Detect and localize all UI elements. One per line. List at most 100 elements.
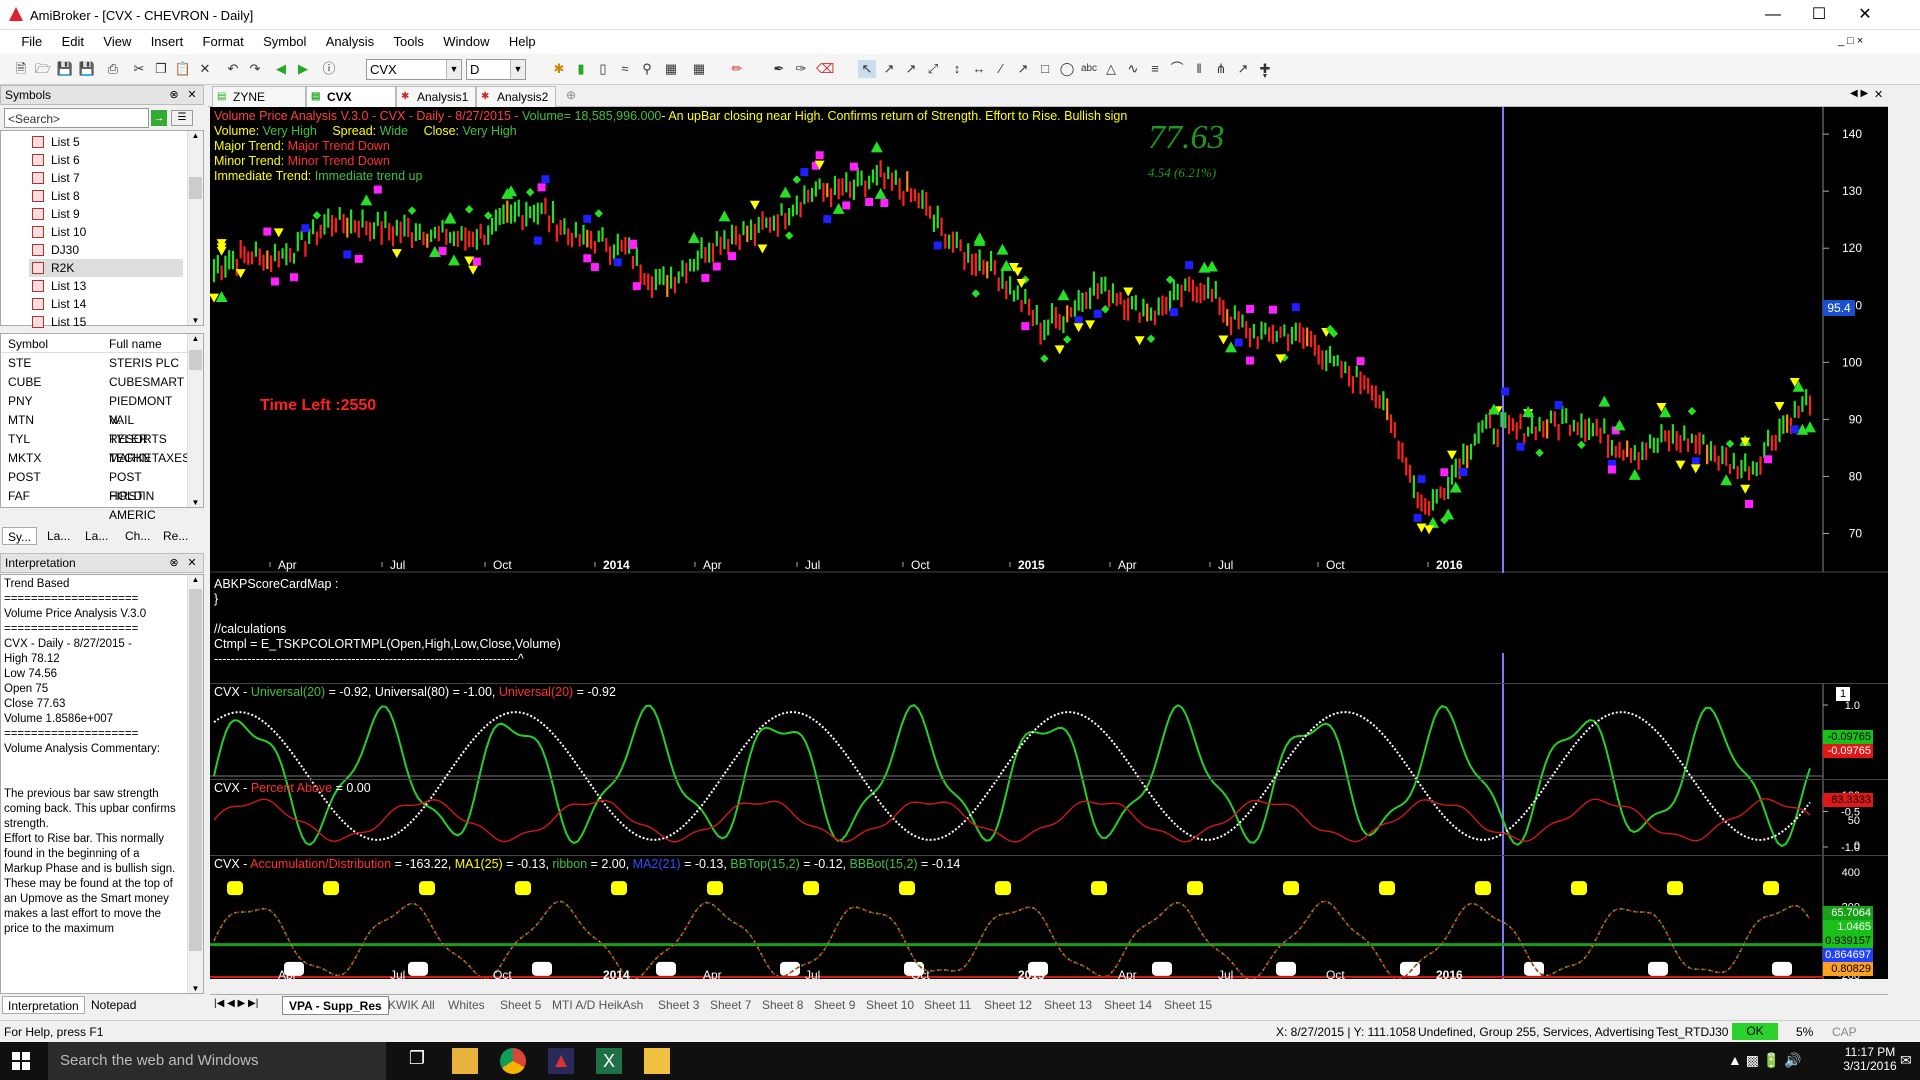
tab-results[interactable]: Re... [163,529,189,543]
sheet-tab[interactable]: Sheet 12 [984,998,1033,1012]
tab-zyne-daily[interactable]: ▤ZYNE (Daily) [212,86,306,124]
chart-workspace[interactable]: 140130120110100908070AprJulOct2014AprJul… [210,107,1888,979]
table-row[interactable]: POST POST HOLDIN [1,468,187,503]
close-panel-icon[interactable]: ✕ [187,557,197,569]
lists-scrollbar[interactable]: ▲ ▼ [187,131,203,325]
copy-icon[interactable]: ❐ [155,61,167,76]
arrow-icon[interactable]: ↗ [1017,61,1029,76]
parallel-channel-icon[interactable]: ∕ [999,61,1003,76]
menu-file[interactable]: File [21,34,43,49]
sheet-tab[interactable]: Sheet 9 [814,998,856,1012]
col-symbol[interactable]: Symbol [8,337,49,351]
tray-clock[interactable]: 11:17 PM 3/31/2016 [1842,1045,1898,1073]
line-chart-icon[interactable]: ≈ [621,61,629,76]
list-item[interactable]: List 9 [29,205,80,223]
file-explorer-icon[interactable] [452,1048,478,1074]
more-tools-dropdown-icon[interactable]: ▼ [1261,73,1269,80]
menu-view[interactable]: View [103,34,132,49]
excel-icon[interactable]: X [596,1048,622,1074]
interval-combo[interactable]: D ▼ [466,59,526,80]
scroll-thumb[interactable] [189,589,202,951]
sheet-tab[interactable]: Sheet 11 [924,998,972,1012]
forward-icon[interactable]: ▶ [298,61,308,76]
pin-icon[interactable]: ⊗ [169,557,179,569]
print-icon[interactable]: ⎙ [107,61,119,76]
menu-tools[interactable]: Tools [393,34,424,49]
close-tab-icon[interactable]: ✕ [1874,89,1884,101]
menu-help[interactable]: Help [508,34,536,49]
tray-icons[interactable]: ▲ ▩ 🔋 🔊 [1728,1052,1802,1068]
scroll-down-icon[interactable]: ▼ [191,984,200,993]
sheet-tab[interactable]: Whites [448,998,485,1012]
brush-icon[interactable]: ✑ [795,61,807,76]
undo-icon[interactable]: ↶ [227,61,239,76]
redo-icon[interactable]: ↷ [249,61,261,76]
tab-symbols[interactable]: Sy... [2,527,38,545]
list-item[interactable]: R2K [29,259,183,277]
save-icon[interactable]: 💾 [56,61,74,76]
sheet-tab[interactable]: Sheet 10 [866,998,915,1012]
horizontal-line-icon[interactable]: ↔ [972,61,986,76]
table-row[interactable]: MTN VAIL RESORTS [1,411,187,446]
back-icon[interactable]: ◀ [276,61,286,76]
sheet-tab[interactable]: Sheet 3 [658,998,700,1012]
menu-symbol[interactable]: Symbol [263,34,307,49]
tab-charts[interactable]: Ch... [125,529,151,543]
zoom-icon[interactable]: ⚲ [642,61,652,76]
maximize-button[interactable]: ☐ [1811,6,1827,23]
trendline-icon[interactable]: ↗ [883,61,895,76]
info-icon[interactable]: ⓘ [322,61,336,76]
list-item[interactable]: List 6 [29,151,80,169]
template-icon[interactable]: ▦ [664,61,678,76]
list-item[interactable]: DJ30 [29,241,79,259]
list-item[interactable]: List 7 [29,169,80,187]
table-row[interactable]: CUBE CUBESMART [1,373,187,392]
tab-notepad[interactable]: Notepad [91,998,137,1012]
new-tab-icon[interactable]: ⊕ [566,88,577,102]
tab-layers-2[interactable]: La... [85,529,109,543]
sheet-tab[interactable]: KWIK All [388,998,435,1012]
col-full-name[interactable]: Full name [109,337,162,351]
open-icon[interactable]: 🗁 [34,61,52,76]
scroll-down-icon[interactable]: ▼ [191,498,200,507]
chevron-down-icon[interactable]: ▼ [510,60,525,79]
menu-edit[interactable]: Edit [61,34,85,49]
task-view-icon[interactable]: ❐ [408,1048,426,1068]
list-item[interactable]: List 10 [29,223,86,241]
chart-type-icon[interactable]: ✱ [553,61,565,76]
symbols-scrollbar[interactable]: ▲ ▼ [187,334,203,507]
chevron-down-icon[interactable]: ▼ [446,60,461,79]
menu-format[interactable]: Format [202,34,244,49]
arc-icon[interactable]: ⌒ [1170,61,1184,76]
vertical-line-icon[interactable]: ↕ [953,61,961,76]
scroll-thumb[interactable] [189,350,202,370]
symbol-search-input[interactable]: <Search> [4,108,149,128]
sheet-tab[interactable]: Sheet 14 [1104,998,1153,1012]
cycles-icon[interactable]: ‖ [1196,61,1202,76]
search-go-icon[interactable]: → [151,110,167,126]
paste-icon[interactable]: 📋 [174,61,192,76]
sheet-tab[interactable]: Sheet 5 [500,998,542,1012]
menu-insert[interactable]: Insert [150,34,184,49]
minimize-button[interactable]: — [1765,6,1781,23]
fibonacci-icon[interactable]: ≡ [1151,61,1159,76]
list-item[interactable]: List 13 [29,277,86,295]
tab-layers-1[interactable]: La... [47,529,71,543]
extended-line-icon[interactable]: ⤢ [927,61,939,76]
pitchfork-icon[interactable]: ⋔ [1215,61,1227,76]
scroll-down-icon[interactable]: ▼ [191,316,200,325]
pin-icon[interactable]: ⊗ [169,89,179,101]
table-row[interactable]: FAF FIRST AMERIC [1,487,187,522]
amibroker-taskbar-icon[interactable]: ▲ [548,1048,574,1074]
filter-menu-icon[interactable]: ☰ [171,110,193,126]
grid-icon[interactable]: ▦ [692,61,706,76]
tab-analysis1[interactable]: ✱ Analysis1 [396,86,476,107]
candle-icon[interactable]: ▯ [599,61,607,76]
triangle-icon[interactable]: △ [1106,61,1116,76]
scroll-thumb[interactable] [189,177,202,199]
table-row[interactable]: PNY PIEDMONT N. [1,392,187,427]
save-all-icon[interactable]: 💾 [78,61,96,76]
close-button[interactable]: ✕ [1858,6,1872,23]
scroll-up-icon[interactable]: ▲ [191,575,200,584]
pane-number[interactable]: 1 [1836,687,1850,701]
